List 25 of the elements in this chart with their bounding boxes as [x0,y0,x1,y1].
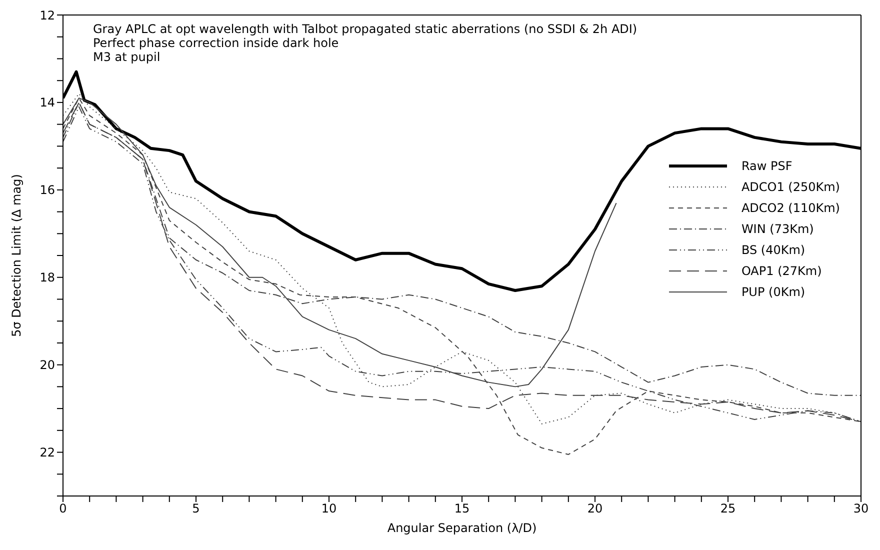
text: Gray APLC at opt wavelength with Talbot propagated static aberrations (no SSDI & 2h ADI) [93,22,638,36]
y-tick-label: 22 [40,446,55,460]
text: Perfect phase correction inside dark hole [93,36,340,50]
y-tick-label: 18 [40,270,55,285]
legend-label: WIN (73Km) [741,222,814,236]
legend-label: Raw PSF [741,158,792,172]
legend-label: ADCO1 (250Km) [741,180,840,194]
y-tick-label: 20 [40,358,55,372]
y-tick-label: 16 [40,183,55,198]
x-tick-label: 5 [192,502,200,516]
x-axis-title: Angular Separation (λ/D) [387,521,537,535]
annotation: M3 at pupil [93,50,162,64]
y-tick-label: 14 [40,96,55,110]
legend-label: ADCO2 (110Km) [741,200,840,214]
legend-label: OAP1 (27Km) [741,264,822,278]
x-tick-label: 20 [587,502,603,516]
x-tick-label: 15 [454,502,470,516]
x-tick-label: 0 [59,502,67,516]
x-tick-label: 25 [720,502,736,516]
x-tick-label: 10 [321,502,337,516]
x-tick-label: 30 [853,502,869,516]
y-axis-title: 5σ Detection Limit (Δ mag) [9,174,24,337]
legend-label: BS (40Km) [741,242,806,256]
y-tick-label: 12 [40,8,55,22]
legend-label: PUP (0Km) [741,284,806,298]
